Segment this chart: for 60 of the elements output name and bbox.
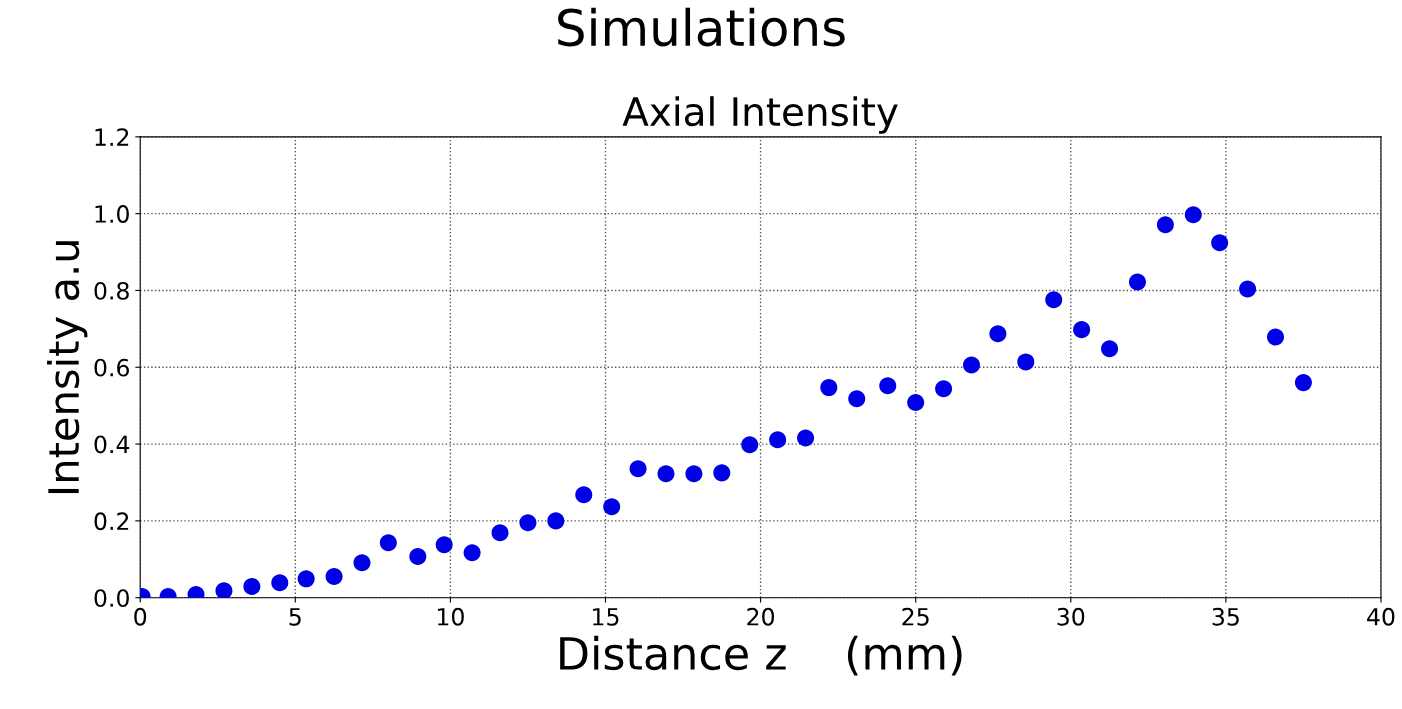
point: [879, 377, 897, 395]
point: [1073, 321, 1091, 339]
point: [657, 465, 675, 483]
point: [297, 570, 315, 588]
point: [1239, 280, 1257, 298]
x-tick-label: 40: [1367, 607, 1395, 626]
point: [629, 460, 647, 478]
y-tick-label: 0.6: [94, 358, 129, 377]
point: [353, 554, 371, 572]
point: [1045, 291, 1063, 309]
point: [379, 534, 397, 552]
point: [409, 548, 427, 566]
point: [491, 524, 509, 542]
y-tick-label: 0.0: [94, 589, 129, 607]
point: [325, 568, 343, 586]
y-tick-label: 0.8: [94, 281, 129, 300]
y-tick-label: 0.2: [94, 512, 129, 531]
x-tick-label: 0: [134, 607, 147, 626]
y-tick-label: 0.4: [94, 435, 130, 454]
point: [935, 380, 953, 398]
point: [1184, 206, 1202, 224]
point: [271, 574, 289, 592]
point: [769, 431, 787, 449]
x-tick-label: 35: [1212, 607, 1239, 626]
point: [963, 356, 981, 374]
point: [1128, 273, 1146, 291]
point: [1017, 353, 1035, 371]
point: [1156, 216, 1174, 234]
x-tick-label: 30: [1057, 607, 1085, 626]
point: [741, 436, 759, 454]
point: [1267, 328, 1285, 346]
point: [435, 536, 453, 554]
point: [215, 582, 233, 598]
point: [547, 512, 565, 530]
y-tick-label: 1.0: [95, 205, 129, 223]
point: [797, 429, 815, 447]
point: [519, 514, 537, 532]
point: [603, 498, 621, 516]
point: [243, 578, 261, 596]
y-tick-label: 1.2: [95, 128, 129, 146]
point: [713, 464, 731, 482]
x-tick-label: 5: [289, 608, 301, 626]
point: [685, 465, 703, 483]
point: [907, 394, 925, 412]
point: [1294, 374, 1312, 392]
x-tick-label: 15: [593, 608, 619, 626]
point: [820, 379, 838, 397]
x-tick-label: 10: [437, 607, 464, 626]
chart-subtitle: Axial Intensity: [622, 96, 898, 134]
point: [1211, 234, 1229, 252]
x-axis-title: Distance z (mm): [560, 635, 962, 676]
x-tick-label: 20: [747, 607, 775, 626]
point: [575, 486, 593, 504]
point: [848, 390, 866, 408]
y-axis-title: Intensity a.u: [47, 241, 88, 494]
point: [463, 544, 481, 562]
point: [989, 325, 1007, 343]
point: [1101, 340, 1119, 358]
x-tick-label: 25: [902, 607, 929, 626]
chart-title: Simulations: [558, 7, 845, 47]
